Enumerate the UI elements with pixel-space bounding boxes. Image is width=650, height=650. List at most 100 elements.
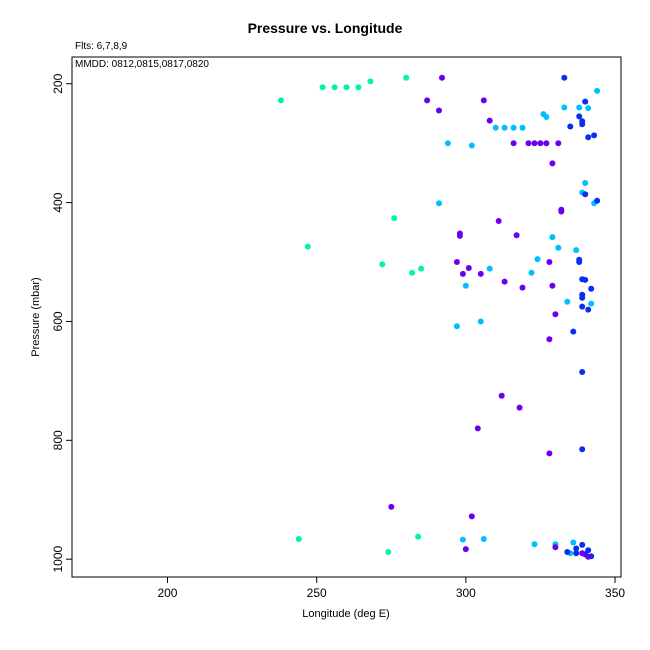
data-point [531, 541, 538, 548]
data-point [501, 278, 508, 285]
data-point [576, 113, 583, 120]
data-point [304, 243, 311, 250]
data-point [456, 232, 463, 239]
x-tick-label: 200 [157, 586, 177, 600]
data-point [546, 336, 553, 343]
data-point [436, 200, 442, 207]
data-point [573, 550, 580, 557]
data-point [591, 132, 598, 139]
y-axis-title: Pressure (mbar) [30, 277, 42, 356]
data-point [492, 124, 499, 131]
data-point [570, 328, 577, 335]
data-point [594, 87, 601, 94]
y-tick-label: 200 [51, 73, 65, 93]
data-point [561, 74, 568, 81]
data-point [579, 294, 586, 301]
data-point [537, 140, 544, 147]
data-point [409, 269, 416, 276]
data-point [510, 124, 517, 131]
data-point [585, 553, 592, 560]
data-point [585, 306, 592, 313]
x-axis-title: Longitude (deg E) [302, 608, 389, 620]
data-point [480, 536, 487, 542]
data-point [498, 392, 505, 399]
data-point [459, 270, 466, 277]
data-point [418, 265, 425, 272]
data-point [585, 105, 592, 112]
data-point [465, 265, 472, 271]
data-point [573, 247, 580, 254]
data-point [501, 124, 508, 131]
data-point [277, 97, 284, 104]
chart-title: Pressure vs. Longitude [247, 20, 403, 36]
data-point [319, 84, 326, 91]
data-point [558, 208, 565, 215]
data-point [531, 140, 538, 147]
data-point [486, 117, 493, 124]
data-point [468, 513, 475, 520]
data-point [453, 259, 460, 265]
data-point [516, 404, 523, 411]
data-point [543, 114, 550, 120]
data-point [561, 104, 568, 111]
data-point [453, 323, 460, 330]
data-point [519, 284, 526, 291]
data-point [528, 269, 535, 276]
data-point [582, 180, 589, 186]
x-tick-label: 350 [605, 586, 625, 600]
data-point [579, 303, 586, 310]
dates-legend-text: MMDD: 0812,0815,0817,0820 [75, 59, 209, 70]
data-point [391, 215, 398, 222]
data-point [513, 232, 520, 239]
x-tick-label: 250 [307, 586, 327, 600]
y-tick-label: 600 [51, 311, 65, 331]
data-point [582, 276, 589, 283]
data-point [534, 256, 541, 263]
data-point [477, 270, 484, 277]
data-point [525, 140, 532, 147]
data-point [576, 104, 583, 111]
data-point [549, 282, 556, 289]
data-point [295, 536, 302, 542]
data-point [355, 84, 362, 91]
flights-legend-text: Flts: 6,7,8,9 [75, 41, 128, 52]
data-point [486, 265, 493, 272]
data-point [495, 218, 502, 224]
data-point [403, 74, 410, 81]
y-tick-label: 400 [51, 192, 65, 212]
data-point [367, 78, 374, 85]
data-point [546, 259, 553, 265]
data-point [564, 549, 571, 555]
data-point [579, 541, 586, 548]
data-point [459, 536, 466, 543]
data-point [585, 547, 592, 554]
x-tick-label: 300 [456, 586, 476, 600]
data-point [331, 84, 338, 91]
data-point [564, 298, 571, 305]
data-point [415, 533, 422, 540]
data-point [439, 74, 445, 81]
data-point [567, 123, 574, 130]
data-point [549, 160, 556, 167]
data-point [555, 140, 562, 147]
data-point [576, 259, 583, 265]
x-axis: 200 250 300 350 [157, 577, 625, 600]
data-point [588, 285, 595, 292]
data-point [462, 282, 469, 289]
data-point [588, 300, 595, 307]
data-point [444, 140, 451, 147]
data-point [594, 197, 601, 204]
data-points [277, 74, 601, 560]
data-point [570, 539, 577, 546]
data-point [388, 503, 395, 510]
data-point [552, 311, 559, 318]
data-point [543, 140, 550, 147]
data-point [579, 446, 586, 453]
data-point [424, 97, 431, 104]
data-point [519, 124, 526, 131]
data-point [552, 544, 559, 551]
data-point [546, 450, 553, 457]
data-point [436, 107, 442, 114]
y-axis: 200 400 600 800 1000 [51, 73, 72, 573]
